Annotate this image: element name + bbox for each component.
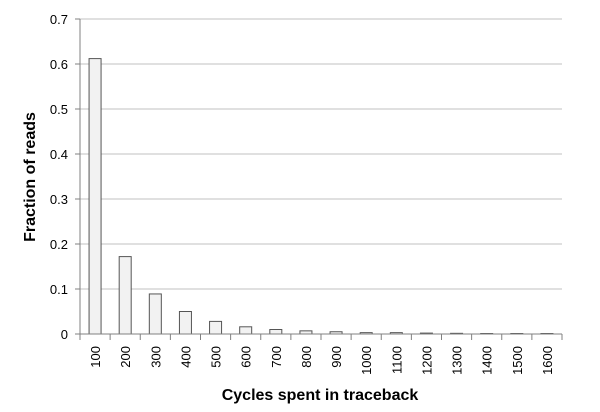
y-tick-label: 0.7	[50, 12, 68, 27]
y-tick-label: 0.5	[50, 102, 68, 117]
bar-500	[209, 320, 223, 335]
bar-300	[148, 293, 162, 335]
x-tick-label-1500: 1500	[510, 346, 525, 375]
y-tick-label: 0.3	[50, 192, 68, 207]
axes	[75, 18, 563, 340]
gridlines	[80, 18, 562, 290]
x-tick-label-800: 800	[299, 346, 314, 368]
y-tick-label: 0.2	[50, 237, 68, 252]
x-tick-label-1100: 1100	[389, 346, 404, 374]
y-tick-label: 0.1	[50, 282, 68, 297]
bar-600	[239, 326, 253, 335]
x-tick-label-300: 300	[148, 346, 163, 368]
x-tick-label-900: 900	[329, 346, 344, 368]
x-axis-title: Cycles spent in traceback	[222, 387, 419, 404]
y-tick-label: 0.4	[50, 147, 68, 162]
x-tick-label-1300: 1300	[450, 346, 465, 375]
bar-700	[269, 329, 283, 335]
bar-200	[118, 256, 132, 335]
y-tick-labels: 0 0.1 0.2 0.3 0.4 0.5 0.6 0.7	[50, 12, 68, 342]
x-tick-label-1200: 1200	[419, 346, 434, 375]
x-tick-label-1400: 1400	[480, 346, 495, 375]
x-tick-label-1000: 1000	[359, 346, 374, 375]
x-tick-label-200: 200	[118, 346, 133, 368]
x-tick-label-400: 400	[178, 346, 193, 368]
bars	[88, 58, 554, 335]
y-axis-title: Fraction of reads	[22, 112, 39, 242]
bar-400	[178, 311, 192, 335]
x-tick-label-500: 500	[209, 346, 224, 368]
x-tick-label-700: 700	[269, 346, 284, 368]
x-tick-label-1600: 1600	[540, 346, 555, 375]
x-tick-label-600: 600	[239, 346, 254, 368]
x-tick-labels: 100 200 300 400 500 600 700 800 900 1000 1100 1200 1…	[88, 346, 555, 375]
bar-100	[88, 58, 102, 335]
y-tick-label: 0	[61, 327, 68, 342]
x-tick-label-100: 100	[88, 346, 103, 368]
y-tick-label: 0.6	[50, 57, 68, 72]
